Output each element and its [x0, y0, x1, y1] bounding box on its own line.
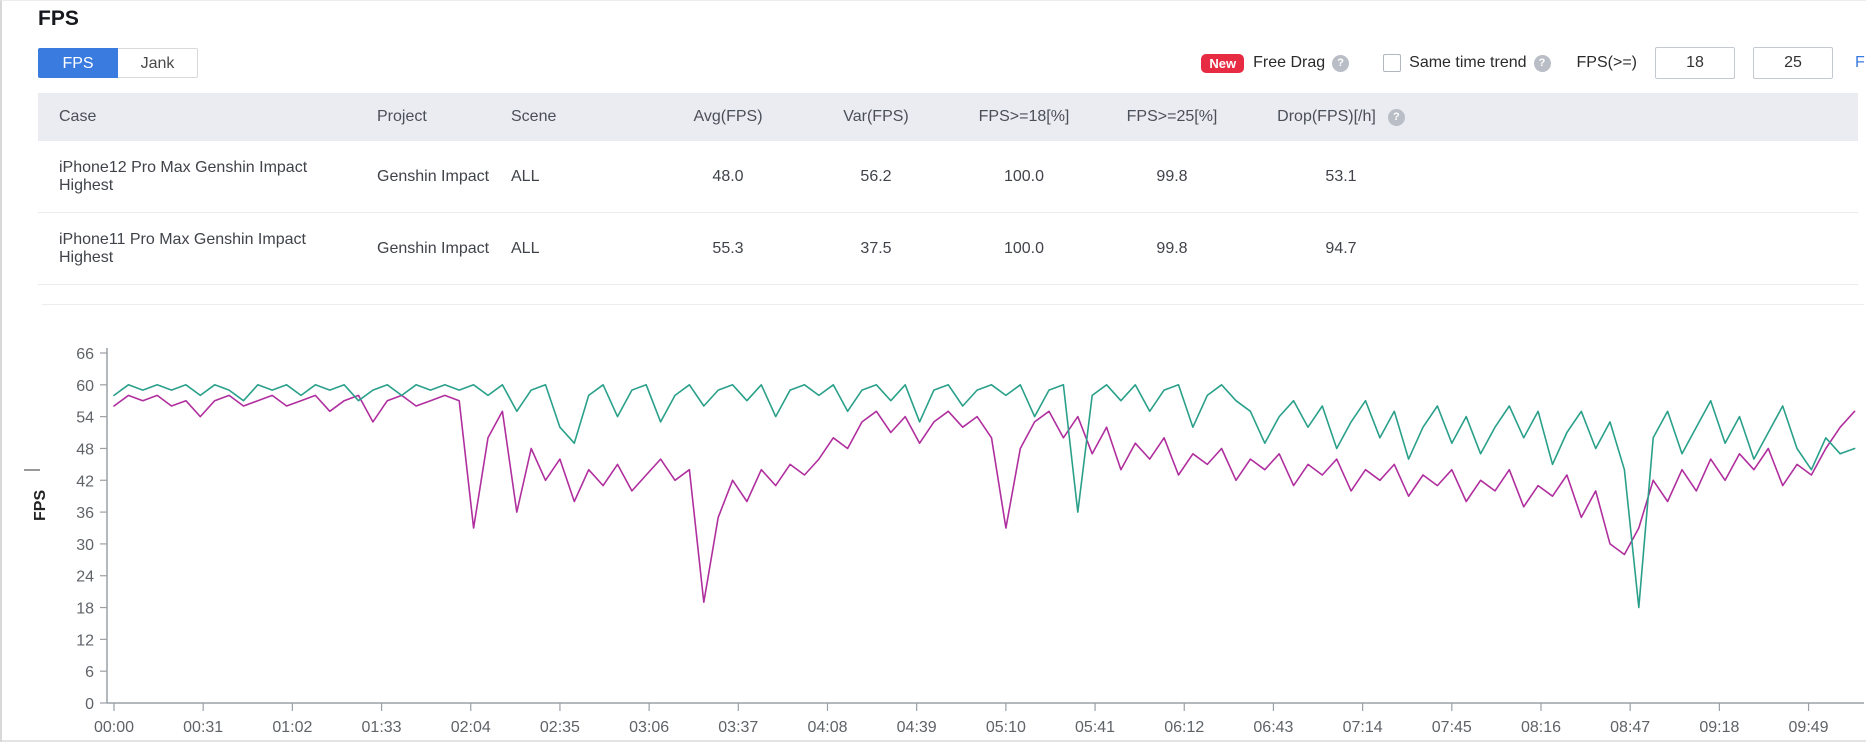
- same-time-trend-help-icon[interactable]: ?: [1533, 54, 1551, 72]
- y-tick-label: 42: [76, 473, 94, 490]
- same-time-trend-label[interactable]: Same time trend: [1409, 54, 1527, 71]
- x-tick-label: 07:14: [1343, 719, 1383, 736]
- fps-threshold-input-1[interactable]: [1655, 47, 1735, 79]
- cell-fps-ge-25: 99.8: [1156, 239, 1188, 257]
- results-table: Case Project Scene Avg(FPS) Var(FPS) FPS…: [38, 93, 1858, 285]
- cell-var-fps: 37.5: [860, 239, 892, 257]
- col-header-fps-ge-18: FPS>=18[%]: [978, 108, 1070, 125]
- fps-chart-area[interactable]: 0 6 12 18 24 30 36 42 48 54 60 66 00:00 00:31 01:02 01:…: [2, 301, 1866, 743]
- series-line-iphone11-pro-max-genshin-impact-highest: [113, 384, 1856, 609]
- tab-jank[interactable]: Jank: [118, 48, 198, 78]
- x-tick-label: 06:43: [1253, 719, 1293, 736]
- col-header-drop-fps-label: Drop(FPS)[/h]: [1277, 108, 1376, 125]
- cell-case: iPhone12 Pro Max Genshin Impact Highest: [59, 158, 308, 194]
- chart-controls: New Free Drag ? Same time trend ? FPS(>=…: [1201, 47, 1866, 79]
- table-row-iphone11[interactable]: iPhone11 Pro Max Genshin Impact Highest …: [38, 213, 1858, 285]
- x-tick-label: 01:02: [272, 719, 312, 736]
- col-header-fps-ge-25-label: FPS>=25[%]: [1126, 108, 1218, 125]
- y-tick-label: 0: [85, 696, 94, 713]
- x-tick-label: 07:45: [1432, 719, 1472, 736]
- cell-avg-fps: 55.3: [712, 239, 744, 257]
- x-tick-label: 02:04: [451, 719, 491, 736]
- left-edge-dash: [24, 469, 40, 471]
- fps-line-chart[interactable]: 0 6 12 18 24 30 36 42 48 54 60 66 00:00 00:31 01:02 01:…: [2, 301, 1866, 743]
- y-tick-label: 66: [76, 346, 94, 363]
- chart-top-divider: [42, 304, 1864, 305]
- x-tick-label: 09:18: [1699, 719, 1739, 736]
- tab-fps[interactable]: FPS: [38, 48, 118, 78]
- col-header-avg-fps: Avg(FPS): [693, 108, 763, 125]
- col-header-scene: Scene: [511, 108, 557, 125]
- cell-project: Genshin Impact: [377, 239, 490, 257]
- free-drag-label[interactable]: Free Drag: [1253, 54, 1326, 71]
- fps-threshold-label: FPS(>=): [1576, 54, 1637, 71]
- same-time-trend-checkbox[interactable]: [1383, 54, 1402, 72]
- x-tick-label: 08:47: [1610, 719, 1650, 736]
- x-tick-label: 00:31: [183, 719, 223, 736]
- cell-scene: ALL: [511, 167, 540, 185]
- fps-threshold-input-2[interactable]: [1753, 47, 1833, 79]
- col-header-drop-fps: Drop(FPS)[/h] ?: [1246, 108, 1436, 126]
- drop-fps-help-icon[interactable]: ?: [1387, 108, 1405, 126]
- y-tick-label: 18: [76, 601, 94, 618]
- fps-link-cut-off[interactable]: F: [1855, 54, 1865, 71]
- y-tick-label: 24: [76, 569, 94, 586]
- metric-tabs: FPS Jank: [38, 48, 198, 78]
- x-tick-label: 03:37: [718, 719, 758, 736]
- page-title: FPS: [38, 7, 79, 30]
- cell-avg-fps: 48.0: [712, 167, 744, 185]
- y-tick-label: 48: [76, 441, 94, 458]
- x-tick-label: 02:35: [540, 719, 580, 736]
- x-tick-label: 04:08: [807, 719, 847, 736]
- table-header-row: Case Project Scene Avg(FPS) Var(FPS) FPS…: [38, 93, 1858, 141]
- cell-project: Genshin Impact: [377, 167, 490, 185]
- y-tick-label: 30: [76, 537, 94, 554]
- free-drag-help-icon[interactable]: ?: [1332, 54, 1350, 72]
- y-tick-label: 6: [85, 664, 94, 681]
- cell-fps-ge-18: 100.0: [1003, 239, 1045, 257]
- col-header-case: Case: [59, 108, 97, 125]
- x-tick-label: 00:00: [94, 719, 134, 736]
- y-tick-label: 60: [76, 378, 94, 395]
- cell-fps-ge-18: 100.0: [1003, 167, 1045, 185]
- x-tick-label: 09:49: [1789, 719, 1829, 736]
- table-row-iphone12[interactable]: iPhone12 Pro Max Genshin Impact Highest …: [38, 141, 1858, 213]
- new-badge: New: [1201, 53, 1245, 73]
- x-tick-label: 05:41: [1075, 719, 1115, 736]
- x-tick-label: 06:12: [1164, 719, 1204, 736]
- cell-fps-ge-25: 99.8: [1156, 167, 1188, 185]
- cell-drop-fps: 53.1: [1325, 167, 1357, 185]
- col-header-project: Project: [377, 108, 427, 125]
- x-tick-label: 03:06: [629, 719, 669, 736]
- cell-drop-fps: 94.7: [1325, 239, 1357, 257]
- cell-case: iPhone11 Pro Max Genshin Impact Highest: [59, 230, 306, 266]
- series-line-iphone12-pro-max-genshin-impact-highest: [113, 394, 1856, 604]
- y-tick-label: 12: [76, 632, 94, 649]
- y-tick-label: 36: [76, 505, 94, 522]
- x-tick-label: 05:10: [986, 719, 1026, 736]
- window-bottom-edge: [2, 740, 1866, 742]
- col-header-fps-ge-25: FPS>=25[%]: [1098, 108, 1246, 126]
- cell-var-fps: 56.2: [860, 167, 892, 185]
- col-header-var-fps: Var(FPS): [843, 108, 909, 125]
- x-tick-label: 08:16: [1521, 719, 1561, 736]
- cell-scene: ALL: [511, 239, 540, 257]
- x-tick-label: 04:39: [897, 719, 937, 736]
- y-tick-label: 54: [76, 410, 94, 427]
- x-tick-label: 01:33: [362, 719, 402, 736]
